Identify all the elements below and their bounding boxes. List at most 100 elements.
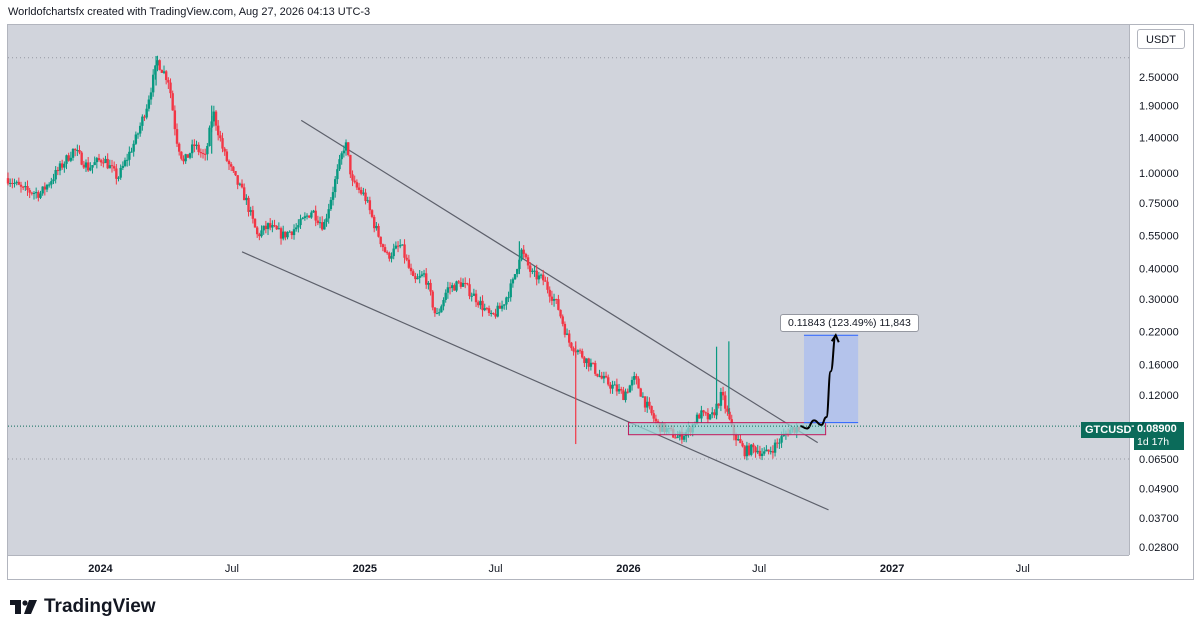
price-axis[interactable] <box>1129 25 1193 555</box>
time-axis[interactable] <box>8 555 1129 579</box>
candle-body <box>557 299 560 310</box>
candle-body <box>41 186 44 194</box>
candle-body <box>457 281 460 283</box>
candle-body <box>760 453 764 457</box>
candle-body <box>110 165 114 167</box>
plot-area[interactable] <box>8 25 1129 555</box>
candle-body <box>69 157 73 161</box>
candle-body <box>734 434 738 441</box>
candle-body <box>680 431 684 440</box>
candle-body <box>108 165 112 169</box>
candle-body <box>52 179 55 182</box>
candle-body <box>388 252 391 259</box>
candle-body <box>414 276 417 280</box>
candle-body <box>568 333 571 343</box>
candle-body <box>739 439 742 444</box>
candle-body <box>229 164 233 167</box>
candle-body <box>67 155 70 161</box>
candle-body <box>338 159 341 170</box>
candle-body <box>193 144 196 146</box>
candle-body <box>470 295 473 297</box>
candle-body <box>728 411 731 420</box>
candle-body <box>180 151 183 159</box>
candle-body <box>301 218 304 220</box>
candle-body <box>533 270 536 272</box>
candle-body <box>117 177 120 179</box>
candle-body <box>128 151 131 160</box>
candle-body <box>86 162 90 171</box>
chart-header: Worldofchartsfx created with TradingView… <box>8 6 371 18</box>
candle-body <box>429 282 432 292</box>
candle-body <box>561 316 564 324</box>
candle-body <box>503 304 506 306</box>
candle-body <box>225 151 229 161</box>
candle-body <box>704 412 707 414</box>
candle-body <box>565 333 569 335</box>
candle-body <box>136 133 140 135</box>
candle-body <box>212 111 216 122</box>
candle-body <box>754 447 757 453</box>
candle-body <box>602 375 606 379</box>
candle-body <box>446 287 450 293</box>
candle-body <box>724 395 727 409</box>
candle-body <box>60 163 64 168</box>
candle-body <box>99 160 103 163</box>
candle-body <box>190 144 194 154</box>
candle-body <box>509 283 512 298</box>
candle-body <box>123 160 127 166</box>
y-tick-label: 2.50000 <box>1139 72 1179 84</box>
projection-path <box>800 334 837 430</box>
candle-body <box>275 225 278 230</box>
y-tick-label: 0.22000 <box>1139 326 1179 338</box>
candle-body <box>242 187 246 201</box>
candle-body <box>245 197 248 201</box>
candle-body <box>708 414 712 420</box>
candle-body <box>208 127 211 146</box>
candle-body <box>119 167 122 178</box>
y-tick-label: 1.00000 <box>1139 168 1179 180</box>
candle-body <box>173 110 177 130</box>
candle-body <box>8 182 12 184</box>
candle-body <box>154 65 157 75</box>
candle-body <box>201 153 205 155</box>
y-tick-label: 0.04900 <box>1139 484 1179 496</box>
candle-body <box>292 229 296 236</box>
candle-body <box>297 225 300 228</box>
candle-body <box>364 192 367 201</box>
candle-body <box>342 150 346 154</box>
candle-body <box>399 245 402 247</box>
candle-body <box>615 384 619 392</box>
candle-body <box>730 419 733 425</box>
candle-body <box>188 153 192 158</box>
candle-body <box>236 175 239 185</box>
candle-body <box>717 403 720 406</box>
y-tick-label: 0.40000 <box>1139 264 1179 276</box>
candle-body <box>589 362 593 367</box>
candle-body <box>30 192 34 194</box>
candle-body <box>494 313 497 317</box>
candle-body <box>186 154 190 158</box>
candle-body <box>112 166 116 169</box>
brand[interactable]: TradingView <box>10 596 156 618</box>
candle-body <box>695 414 699 425</box>
candle-body <box>576 350 580 353</box>
candle-body <box>427 282 430 285</box>
candle-body <box>357 187 361 190</box>
candle-body <box>394 245 398 249</box>
candle-body <box>552 299 556 301</box>
candle-body <box>516 269 519 275</box>
candle-body <box>646 401 649 408</box>
candle-body <box>418 275 421 278</box>
candle-body <box>401 244 404 246</box>
candle-body <box>162 71 166 73</box>
candle-body <box>147 99 151 109</box>
breakout-zone <box>627 422 827 436</box>
candle-body <box>370 210 374 217</box>
candle-body <box>698 414 701 419</box>
candle-body <box>130 151 133 153</box>
candle-body <box>765 449 768 452</box>
currency-button[interactable]: USDT <box>1137 29 1185 49</box>
candle-body <box>351 174 354 181</box>
candle-body <box>279 228 283 239</box>
x-tick-label: Jul <box>489 563 503 575</box>
